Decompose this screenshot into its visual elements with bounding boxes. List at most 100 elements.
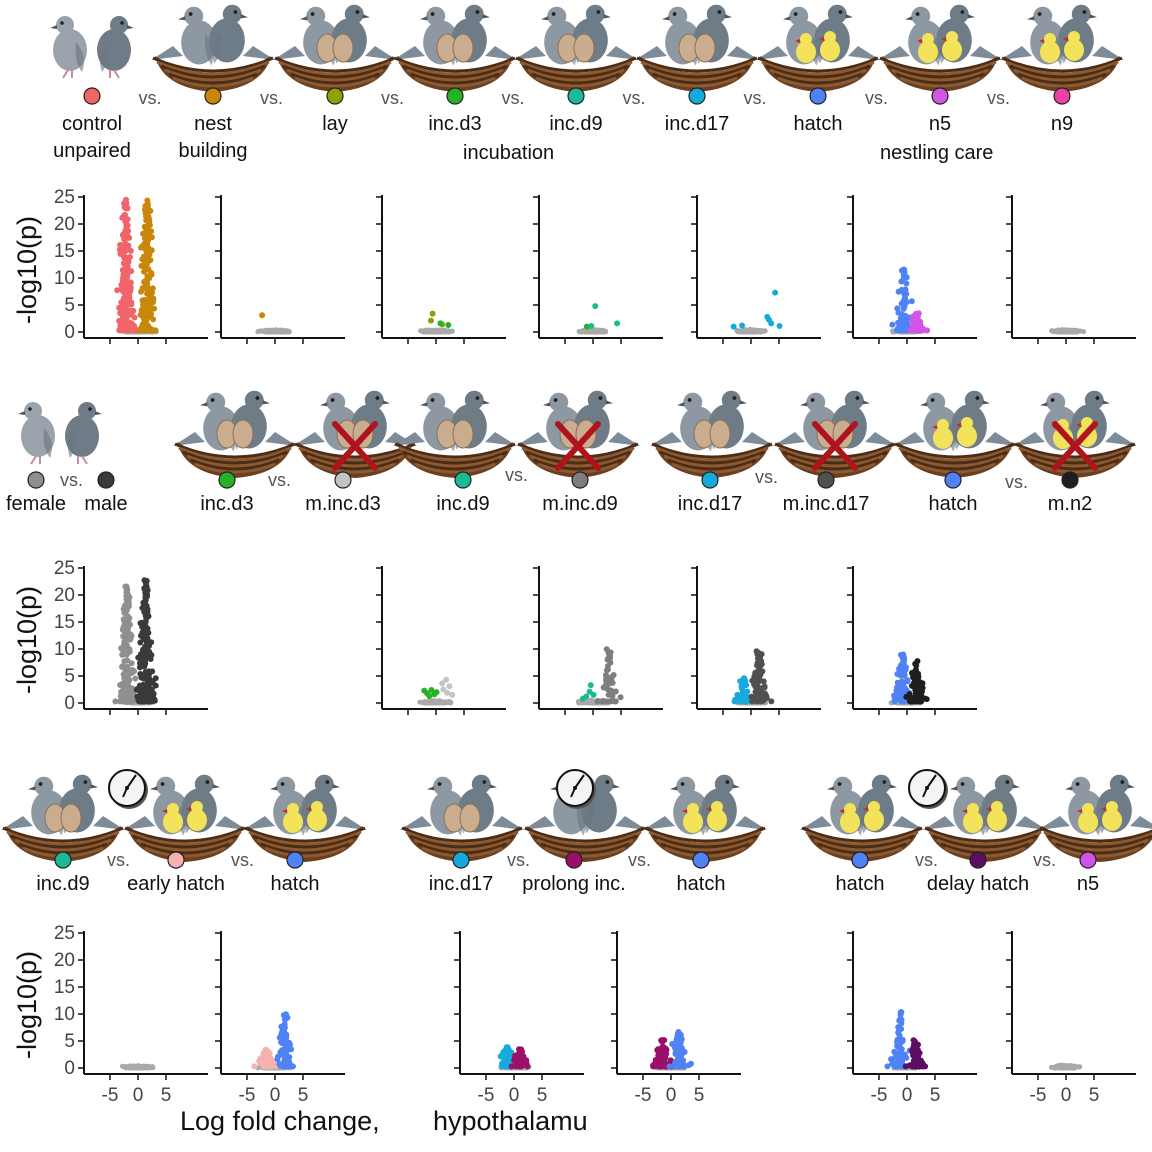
chick-icon: [956, 417, 977, 447]
group-label: early hatch: [127, 873, 225, 895]
group-color-dot: [1079, 851, 1097, 869]
pigeon-icon: [65, 402, 102, 458]
egg-icon: [573, 33, 595, 63]
x-axis-title-part2: hypothalamu: [433, 1106, 588, 1136]
ns-point: [444, 699, 450, 706]
de-point: [126, 615, 133, 622]
vs-label: vs.: [138, 88, 162, 108]
de-point: [910, 1052, 917, 1059]
nest-icon: [801, 826, 923, 862]
ns-point: [444, 328, 450, 334]
de-point: [899, 1036, 906, 1043]
de-point: [256, 1057, 263, 1064]
y-tick-label: 0: [64, 693, 75, 714]
nest-icon: [924, 826, 1046, 862]
de-point: [910, 1037, 917, 1044]
de-point: [904, 678, 911, 685]
de-point: [282, 1039, 289, 1046]
red-cross-icon: [812, 421, 858, 471]
de-point: [742, 691, 749, 698]
nest-icon: [879, 56, 1001, 92]
group-color-dot: [851, 851, 869, 869]
de-point: [898, 678, 905, 685]
de-point: [754, 662, 761, 669]
de-point: [123, 254, 130, 261]
de-point: [588, 323, 595, 330]
de-point: [687, 1060, 694, 1067]
y-tick-label: 20: [54, 585, 75, 606]
de-point: [137, 639, 144, 646]
x-tick-label: 0: [1061, 1085, 1072, 1106]
group-label: inc.d9: [36, 873, 90, 895]
de-point: [902, 286, 909, 293]
y-tick-label: 5: [64, 666, 75, 687]
group-label: m.inc.d17: [782, 493, 870, 515]
de-point: [433, 689, 440, 696]
egg-icon: [694, 33, 716, 63]
de-point: [884, 1063, 891, 1070]
de-point: [594, 698, 601, 705]
de-point: [127, 284, 134, 291]
group-label: inc.d3: [200, 493, 254, 515]
de-point: [139, 243, 146, 250]
x-tick-label: 5: [537, 1085, 548, 1106]
vs-label: vs.: [915, 850, 939, 870]
volcano-panel: 0 5 10 15 20 25: [54, 558, 208, 715]
chick-icon: [682, 803, 703, 833]
de-point: [445, 321, 452, 328]
de-point: [274, 1056, 281, 1063]
ns-point: [127, 1065, 133, 1071]
egg-icon: [60, 803, 82, 833]
de-point: [119, 232, 126, 239]
de-point: [517, 1055, 524, 1062]
pigeon-icon: [209, 4, 248, 64]
group-label: unpaired: [53, 140, 131, 162]
de-point: [120, 681, 127, 688]
pigeon-pair-icon: [18, 402, 102, 465]
de-point: [137, 698, 144, 705]
x-tick-label: 0: [133, 1085, 144, 1106]
de-point: [144, 327, 151, 334]
group-label: hatch: [676, 873, 726, 895]
x-tick-label: 5: [930, 1085, 941, 1106]
de-point: [136, 660, 143, 667]
x-tick-label: -5: [239, 1085, 256, 1106]
de-point: [896, 1061, 903, 1068]
de-point: [126, 295, 133, 302]
de-point: [592, 303, 599, 310]
de-point: [118, 645, 125, 652]
de-point: [891, 1048, 898, 1055]
y-tick-label: 25: [54, 187, 75, 208]
group-label: inc.d9: [436, 493, 490, 515]
de-point: [151, 697, 158, 704]
de-point: [909, 698, 916, 705]
group-color-dot: [97, 471, 115, 489]
de-point: [143, 615, 150, 622]
y-tick-label: 15: [54, 977, 75, 998]
x-tick-label: 0: [270, 1085, 281, 1106]
ns-point: [1080, 328, 1087, 335]
group-color-dot: [565, 851, 583, 869]
de-point: [124, 205, 131, 212]
ns-point: [576, 700, 582, 706]
nest-icon: [244, 826, 366, 862]
y-tick-label: 15: [54, 612, 75, 633]
volcano-panel: -5 0 5: [215, 931, 345, 1106]
de-point: [262, 1047, 269, 1054]
nest-icon: [517, 442, 639, 478]
de-point: [912, 660, 919, 667]
de-point: [150, 316, 157, 323]
de-point: [125, 309, 132, 316]
de-point: [139, 692, 146, 699]
de-point: [121, 602, 128, 609]
de-point: [916, 318, 923, 325]
de-point: [270, 1061, 277, 1068]
de-point: [755, 679, 762, 686]
x-axis-title-part1: Log fold change,: [180, 1106, 380, 1136]
group-label: n5: [928, 113, 952, 135]
de-point: [901, 327, 908, 334]
de-point: [118, 307, 125, 314]
ns-point: [439, 328, 445, 334]
group-color-dot: [83, 87, 101, 105]
